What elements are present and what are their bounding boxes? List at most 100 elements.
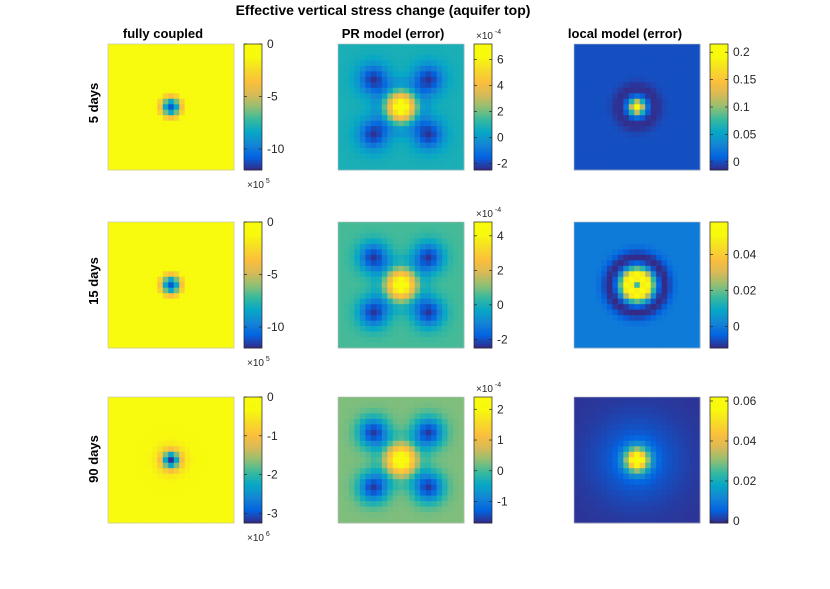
- heatmap-cell: [206, 159, 213, 165]
- colorbar-step: [474, 416, 492, 420]
- heatmap-cell: [348, 320, 355, 327]
- colorbar-step: [474, 47, 492, 51]
- heatmap-cell: [212, 293, 218, 300]
- heatmap-cell: [217, 490, 224, 497]
- heatmap-cell: [689, 298, 695, 305]
- heatmap-cell: [113, 501, 120, 507]
- heatmap-cell: [162, 490, 169, 497]
- heatmap-cell: [398, 148, 405, 154]
- heatmap-cell: [595, 249, 602, 256]
- heatmap-cell: [628, 227, 635, 234]
- heatmap-cell: [162, 342, 169, 349]
- heatmap-cell: [348, 429, 355, 436]
- heatmap-cell: [409, 326, 416, 332]
- heatmap-cell: [146, 315, 153, 322]
- heatmap-frame: [107, 221, 235, 349]
- heatmap-cell: [420, 413, 427, 420]
- heatmap-cell: [140, 82, 147, 89]
- heatmap-cell: [601, 109, 608, 116]
- heatmap-cell: [343, 49, 350, 56]
- heatmap-cell: [590, 82, 597, 89]
- heatmap-cell: [601, 320, 608, 327]
- heatmap-cell: [634, 320, 641, 327]
- heatmap-cell: [431, 424, 438, 431]
- heatmap-cell: [359, 304, 366, 311]
- heatmap-cell: [201, 265, 208, 272]
- heatmap-cell: [458, 254, 465, 261]
- colorbar-step: [244, 469, 262, 473]
- colorbar-step: [710, 108, 728, 112]
- heatmap-cell: [113, 44, 120, 50]
- heatmap-cell: [623, 276, 630, 283]
- heatmap-cell: [370, 222, 377, 228]
- heatmap-cell: [398, 320, 405, 327]
- heatmap-cell: [113, 98, 120, 105]
- heatmap-cell: [634, 44, 641, 50]
- heatmap-cell: [601, 238, 608, 245]
- colorbar-step: [474, 479, 492, 483]
- heatmap-cell: [601, 222, 608, 228]
- colorbar-step: [710, 253, 728, 256]
- heatmap-cell: [365, 227, 372, 234]
- colorbar-step: [474, 288, 492, 292]
- heatmap-cell: [403, 326, 410, 332]
- heatmap-cell: [190, 501, 197, 507]
- heatmap-cell: [348, 517, 355, 524]
- heatmap-cell: [354, 429, 361, 436]
- colorbar-step: [244, 440, 262, 443]
- heatmap-cell: [672, 148, 679, 154]
- heatmap-cell: [458, 424, 465, 431]
- heatmap-cell: [212, 276, 218, 283]
- heatmap-cell: [354, 153, 361, 160]
- colorbar-step: [474, 257, 492, 260]
- colorbar-step: [244, 107, 262, 110]
- colorbar-step: [244, 491, 262, 494]
- heatmap-cell: [201, 276, 208, 283]
- heatmap-cell: [206, 397, 213, 403]
- heatmap-cell: [639, 249, 646, 256]
- figure-title: Effective vertical stress change (aquife…: [236, 2, 531, 18]
- heatmap-cell: [381, 120, 388, 127]
- heatmap-cell: [694, 93, 701, 100]
- heatmap-cell: [639, 227, 646, 234]
- heatmap-cell: [409, 309, 416, 316]
- colorbar-step: [244, 471, 262, 475]
- heatmap-cell: [683, 93, 690, 100]
- heatmap-cell: [223, 326, 229, 332]
- heatmap-cell: [157, 131, 164, 138]
- heatmap-cell: [579, 148, 586, 154]
- heatmap-cell: [656, 254, 663, 261]
- heatmap-cell: [151, 495, 158, 502]
- heatmap-cell: [212, 435, 218, 442]
- heatmap-cell: [179, 44, 186, 50]
- colorbar-tick-label: -2: [497, 332, 508, 346]
- heatmap-cell: [201, 260, 208, 267]
- heatmap-cell: [656, 238, 663, 245]
- heatmap-cell: [140, 265, 147, 272]
- heatmap-cell: [447, 298, 454, 305]
- colorbar-step: [710, 261, 728, 264]
- heatmap-cell: [195, 451, 202, 458]
- heatmap-cell: [634, 65, 641, 72]
- heatmap-cell: [118, 429, 125, 436]
- heatmap-cell: [661, 243, 668, 250]
- heatmap-cell: [343, 60, 350, 67]
- heatmap-cell: [420, 473, 427, 480]
- heatmap-cell: [212, 153, 218, 160]
- colorbar-step: [710, 288, 728, 292]
- heatmap-cell: [157, 65, 164, 72]
- heatmap-cell: [124, 429, 131, 436]
- heatmap-cell: [108, 342, 114, 349]
- heatmap-cell: [601, 271, 608, 278]
- heatmap-cell: [162, 446, 169, 453]
- heatmap-cell: [458, 93, 465, 100]
- colorbar-step: [474, 253, 492, 256]
- panel-pr-model-90-days: 210-1×10 -4: [337, 382, 508, 524]
- heatmap-cell: [645, 142, 652, 149]
- heatmap-cell: [601, 76, 608, 83]
- heatmap-cell: [129, 402, 136, 409]
- heatmap-cell: [195, 260, 202, 267]
- heatmap-cell: [623, 115, 630, 122]
- heatmap-cell: [370, 243, 377, 250]
- heatmap-cell: [678, 342, 684, 349]
